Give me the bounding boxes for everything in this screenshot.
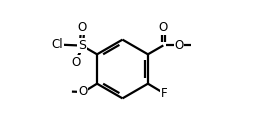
- Text: O: O: [78, 21, 87, 34]
- Text: F: F: [161, 87, 168, 100]
- Text: O: O: [159, 21, 168, 34]
- Text: S: S: [78, 39, 86, 52]
- Text: O: O: [174, 39, 184, 52]
- Text: O: O: [71, 56, 80, 69]
- Text: O: O: [78, 85, 87, 98]
- Text: Cl: Cl: [51, 38, 63, 51]
